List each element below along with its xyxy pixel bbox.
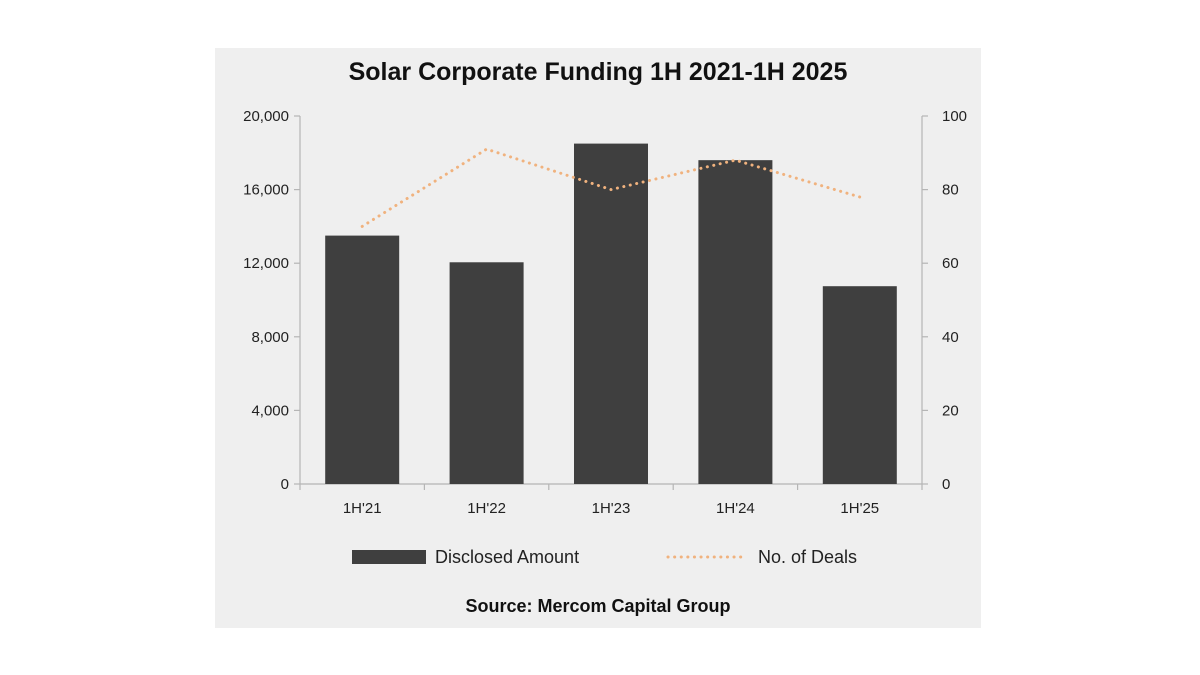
right-y-tick-label: 80 xyxy=(942,182,959,199)
chart-plot: 0 4,000 8,000 12,000 16,000 20,000 0 20 40 60 80 10… xyxy=(243,108,967,567)
right-y-tick-label: 100 xyxy=(942,108,967,125)
right-y-tick-label: 60 xyxy=(942,255,959,272)
right-y-tick-label: 40 xyxy=(942,329,959,346)
right-y-tick-label: 20 xyxy=(942,402,959,419)
bar-1h25 xyxy=(822,286,897,484)
x-category-label: 1H'25 xyxy=(840,500,879,517)
chart-card: Solar Corporate Funding 1H 2021-1H 2025 … xyxy=(215,48,981,628)
chart-title: Solar Corporate Funding 1H 2021-1H 2025 xyxy=(348,58,848,86)
x-category-label: 1H'21 xyxy=(343,500,382,517)
left-y-tick-label: 16,000 xyxy=(243,182,289,199)
left-y-tick-label: 0 xyxy=(281,476,289,493)
right-y-tick-label: 0 xyxy=(942,476,950,493)
left-y-tick-label: 12,000 xyxy=(243,255,289,272)
source-label: Source: Mercom Capital Group xyxy=(465,596,731,616)
bar-1h23 xyxy=(574,143,648,484)
left-y-tick-label: 8,000 xyxy=(251,329,289,346)
x-category-label: 1H'22 xyxy=(467,500,506,517)
legend-label-deals: No. of Deals xyxy=(758,547,857,567)
legend-label-disclosed-amount: Disclosed Amount xyxy=(435,547,579,567)
x-category-label: 1H'23 xyxy=(592,500,631,517)
legend-swatch-disclosed-amount xyxy=(352,550,426,564)
left-y-tick-label: 20,000 xyxy=(243,108,289,125)
bar-1h22 xyxy=(449,262,524,484)
x-category-label: 1H'24 xyxy=(716,500,755,517)
bar-1h21 xyxy=(325,235,400,484)
bar-1h24 xyxy=(698,160,773,484)
left-y-tick-label: 4,000 xyxy=(251,402,289,419)
